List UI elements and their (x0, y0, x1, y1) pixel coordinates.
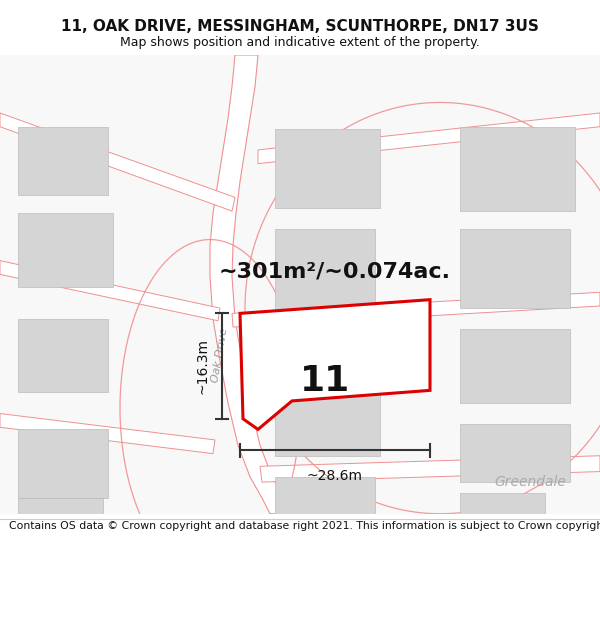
Polygon shape (258, 113, 600, 164)
Text: 11: 11 (301, 364, 350, 398)
Bar (275, 477, 375, 514)
Bar (18, 429, 108, 498)
Polygon shape (0, 414, 215, 454)
Polygon shape (260, 456, 600, 482)
Text: Greendale: Greendale (494, 475, 566, 489)
Text: Map shows position and indicative extent of the property.: Map shows position and indicative extent… (120, 36, 480, 49)
Polygon shape (232, 292, 600, 327)
Text: ~301m²/~0.074ac.: ~301m²/~0.074ac. (219, 261, 451, 281)
Text: Contains OS data © Crown copyright and database right 2021. This information is : Contains OS data © Crown copyright and d… (9, 521, 600, 531)
Bar (18, 127, 108, 195)
Bar (460, 127, 575, 211)
Bar (460, 229, 570, 308)
Text: ~16.3m: ~16.3m (196, 338, 210, 394)
Bar (460, 424, 570, 482)
Text: Oak Drive: Oak Drive (210, 328, 230, 384)
Text: ~28.6m: ~28.6m (307, 469, 363, 484)
Polygon shape (0, 261, 220, 321)
Bar (275, 129, 380, 208)
Bar (18, 319, 108, 392)
Bar (460, 329, 570, 403)
Bar (275, 382, 380, 456)
Bar (275, 229, 375, 313)
Polygon shape (210, 55, 294, 514)
Bar (18, 498, 103, 514)
Polygon shape (240, 299, 430, 429)
Bar (18, 213, 113, 287)
Text: 11, OAK DRIVE, MESSINGHAM, SCUNTHORPE, DN17 3US: 11, OAK DRIVE, MESSINGHAM, SCUNTHORPE, D… (61, 19, 539, 34)
Polygon shape (0, 113, 235, 211)
Bar (460, 492, 545, 514)
